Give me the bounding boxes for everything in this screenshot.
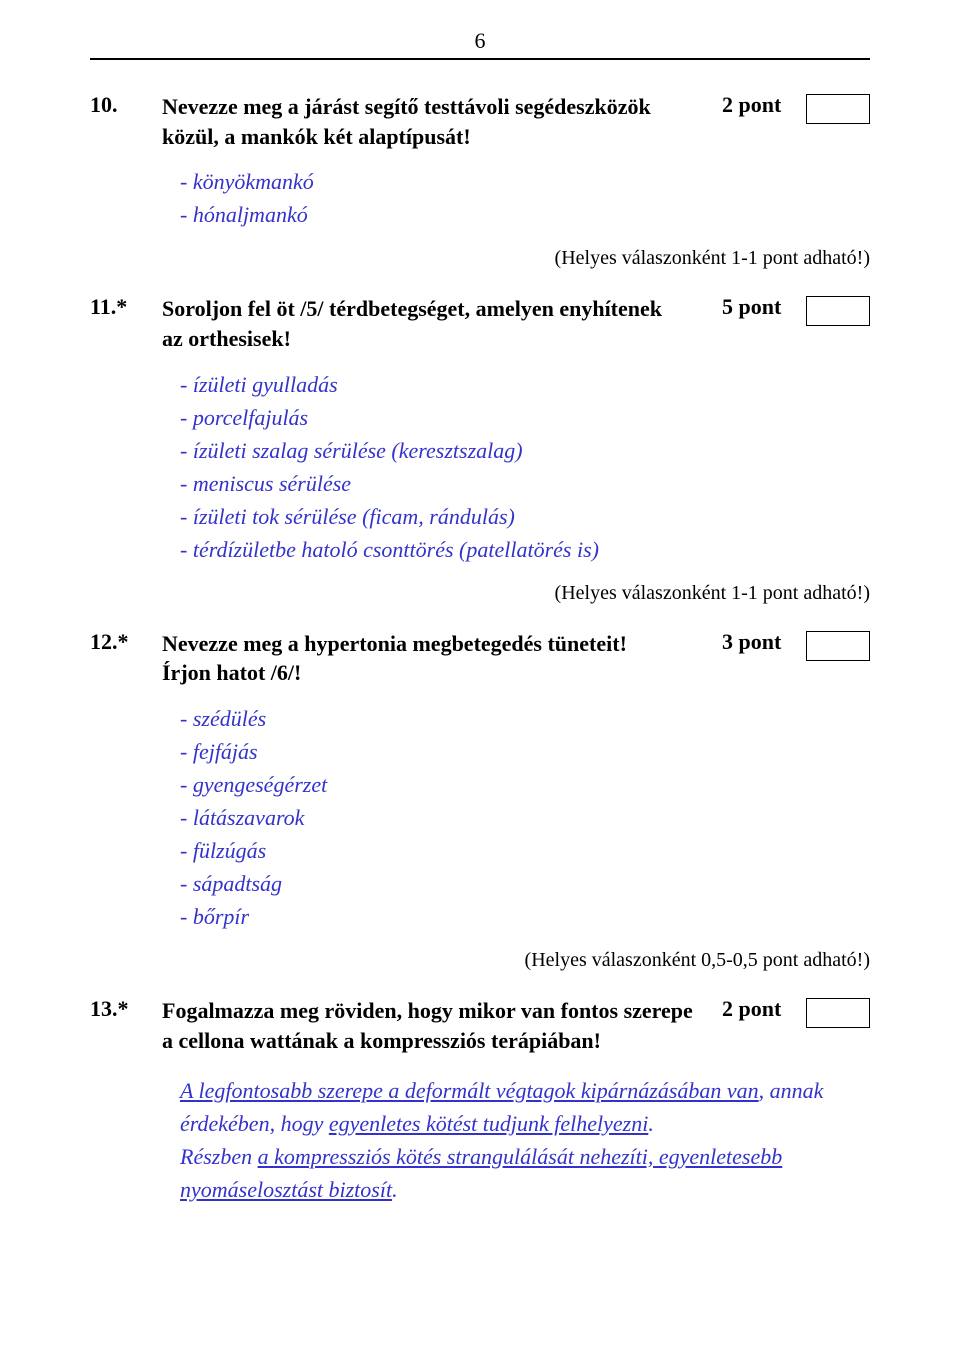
answer-paragraph: A legfontosabb szerepe a deformált végta…	[180, 1074, 870, 1206]
page-number: 6	[90, 28, 870, 54]
question-13: 13.* Fogalmazza meg röviden, hogy mikor …	[90, 996, 870, 1205]
answer-span: .	[392, 1177, 398, 1202]
question-number: 13.*	[90, 996, 162, 1022]
score-box	[806, 296, 870, 326]
question-12: 12.* Nevezze meg a hypertonia megbeteged…	[90, 629, 870, 972]
answer-list: - ízületi gyulladás - porcelfajulás - íz…	[180, 368, 870, 566]
question-line: Fogalmazza meg röviden, hogy mikor van f…	[162, 998, 693, 1023]
question-line: a cellona wattának a kompressziós terápi…	[162, 1028, 601, 1053]
answer-item: - bőrpír	[180, 900, 870, 933]
question-text: Nevezze meg a hypertonia megbetegedés tü…	[162, 629, 714, 688]
answer-list: - könyökmankó - hónaljmankó	[180, 165, 870, 231]
answer-item: - könyökmankó	[180, 165, 870, 198]
score-box	[806, 94, 870, 124]
question-points: 5 pont	[714, 294, 802, 320]
answer-item: - látászavarok	[180, 801, 870, 834]
question-11: 11.* Soroljon fel öt /5/ térdbetegséget,…	[90, 294, 870, 604]
question-number: 10.	[90, 92, 162, 118]
answer-item: - meniscus sérülése	[180, 467, 870, 500]
answer-item: - hónaljmankó	[180, 198, 870, 231]
question-text: Fogalmazza meg röviden, hogy mikor van f…	[162, 996, 714, 1055]
answer-span: egyenletes kötést tudjunk felhelyezni	[329, 1111, 648, 1136]
score-box	[806, 998, 870, 1028]
question-line: közül, a mankók két alaptípusát!	[162, 124, 471, 149]
question-line: Soroljon fel öt /5/ térdbetegséget, amel…	[162, 296, 662, 321]
answer-item: - szédülés	[180, 702, 870, 735]
question-number: 12.*	[90, 629, 162, 655]
answer-item: - fejfájás	[180, 735, 870, 768]
answer-item: - ízületi tok sérülése (ficam, rándulás)	[180, 500, 870, 533]
question-10: 10. Nevezze meg a járást segítő testtávo…	[90, 92, 870, 270]
question-points: 2 pont	[714, 996, 802, 1022]
answer-scoring: (Helyes válaszonként 1-1 pont adható!)	[90, 582, 870, 605]
question-number: 11.*	[90, 294, 162, 320]
question-line: Írjon hatot /6/!	[162, 660, 301, 685]
top-rule	[90, 58, 870, 60]
answer-span: A legfontosabb szerepe a deformált végta…	[180, 1078, 759, 1103]
question-line: Nevezze meg a járást segítő testtávoli s…	[162, 94, 651, 119]
question-points: 2 pont	[714, 92, 802, 118]
answer-span: .	[648, 1111, 654, 1136]
answer-item: - gyengeségérzet	[180, 768, 870, 801]
answer-item: - porcelfajulás	[180, 401, 870, 434]
question-row: 13.* Fogalmazza meg röviden, hogy mikor …	[90, 996, 870, 1055]
question-text: Soroljon fel öt /5/ térdbetegséget, amel…	[162, 294, 714, 353]
answer-span: Részben	[180, 1144, 258, 1169]
score-box	[806, 631, 870, 661]
answer-scoring: (Helyes válaszonként 0,5-0,5 pont adható…	[90, 949, 870, 972]
answer-item: - fülzúgás	[180, 834, 870, 867]
page: 6 10. Nevezze meg a járást segítő testtá…	[0, 0, 960, 1256]
answer-scoring: (Helyes válaszonként 1-1 pont adható!)	[90, 247, 870, 270]
answer-list: - szédülés - fejfájás - gyengeségérzet -…	[180, 702, 870, 933]
question-row: 12.* Nevezze meg a hypertonia megbeteged…	[90, 629, 870, 688]
question-row: 10. Nevezze meg a járást segítő testtávo…	[90, 92, 870, 151]
answer-item: - sápadtság	[180, 867, 870, 900]
question-line: Nevezze meg a hypertonia megbetegedés tü…	[162, 631, 627, 656]
answer-span: a kompressziós kötés strangulálását nehe…	[180, 1144, 782, 1202]
question-text: Nevezze meg a járást segítő testtávoli s…	[162, 92, 714, 151]
question-line: az orthesisek!	[162, 326, 291, 351]
question-points: 3 pont	[714, 629, 802, 655]
answer-item: - ízületi szalag sérülése (keresztszalag…	[180, 434, 870, 467]
answer-item: - ízületi gyulladás	[180, 368, 870, 401]
answer-item: - térdízületbe hatoló csonttörés (patell…	[180, 533, 870, 566]
question-row: 11.* Soroljon fel öt /5/ térdbetegséget,…	[90, 294, 870, 353]
